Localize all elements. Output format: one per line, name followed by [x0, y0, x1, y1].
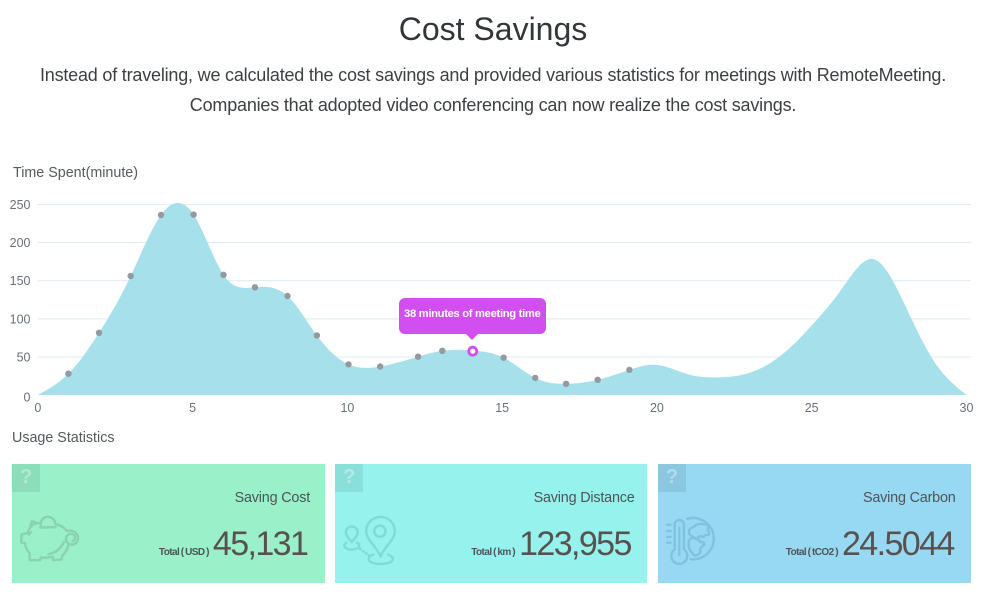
svg-text:15: 15: [495, 401, 509, 415]
svg-text:20: 20: [650, 401, 664, 415]
svg-text:10: 10: [340, 401, 354, 415]
svg-text:100: 100: [10, 312, 31, 326]
svg-text:0: 0: [24, 391, 31, 405]
svg-text:250: 250: [10, 198, 31, 212]
svg-text:200: 200: [10, 236, 31, 250]
svg-text:50: 50: [17, 350, 31, 364]
svg-text:0: 0: [34, 401, 41, 415]
svg-text:25: 25: [805, 401, 819, 415]
svg-text:5: 5: [189, 401, 196, 415]
svg-text:150: 150: [10, 274, 31, 288]
svg-text:30: 30: [960, 401, 974, 415]
